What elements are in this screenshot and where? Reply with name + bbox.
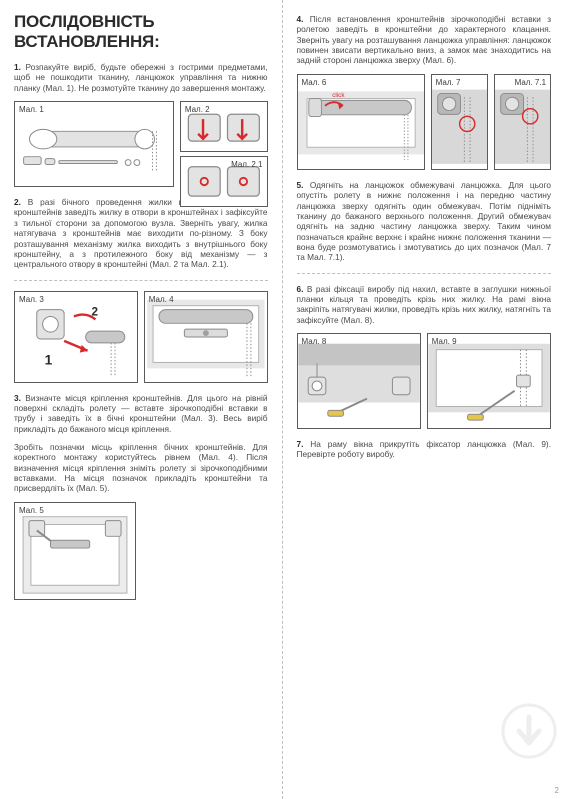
divider [297,273,552,274]
watermark-icon [501,703,557,759]
figure-2: Мал. 2 [180,101,268,152]
figure-5-svg [15,503,135,599]
step-3-text: 3. Визначте місця кріплення кронштейнів.… [14,393,268,434]
figure-4-svg [145,292,267,382]
figure-label: Мал. 7 [436,78,461,87]
figure-label: Мал. 6 [302,78,327,87]
step-6-text: 6. В разі фіксації виробу під нахил, вст… [297,284,552,325]
figure-1-svg [15,102,173,186]
figure-row-4: Мал. 6 click Мал. 7 [297,74,552,170]
left-column: ПОСЛІДОВНІСТЬ ВСТАНОВЛЕННЯ: 1. Розпакуйт… [0,0,283,799]
figure-label: Мал. 8 [302,337,327,346]
page: ПОСЛІДОВНІСТЬ ВСТАНОВЛЕННЯ: 1. Розпакуйт… [0,0,565,799]
step-4-text: 4. Після встановлення кронштейнів зірочк… [297,14,552,66]
figure-row-2: Мал. 3 2 1 Мал. 4 [14,291,268,383]
figure-label: Мал. 5 [19,506,44,515]
figure-label: Мал. 7.1 [515,78,546,87]
figure-3: Мал. 3 2 1 [14,291,138,383]
figure-6: Мал. 6 click [297,74,425,170]
figure-7-svg [432,75,487,169]
figure-label: Мал. 3 [19,295,44,304]
figure-row-1: Мал. 1 Мал. 2 [14,101,268,187]
step-7-text: 7. На раму вікна прикрутіть фіксатор лан… [297,439,552,460]
figure-9-svg [428,334,550,428]
step-5-text: 5. Одягніть на ланцюжок обмежувачі ланцю… [297,180,552,263]
figure-2-1: Мал. 2.1 [180,156,268,207]
figure-7-1: Мал. 7.1 [494,74,551,170]
divider [14,280,268,281]
figure-row-3: Мал. 5 [14,502,268,600]
figure-8-svg [298,334,420,428]
figure-3-svg: 2 1 [15,292,137,382]
figure-4: Мал. 4 [144,291,268,383]
step-2-text: 2. В разі бічного проведення жилки перед… [14,197,268,270]
click-label: click [332,92,345,99]
figure-label: Мал. 2.1 [231,160,262,169]
svg-text:2: 2 [92,305,99,318]
figure-row-5: Мал. 8 Мал. 9 [297,333,552,429]
step-3b-text: Зробіть позначки місць кріплення бічних … [14,442,268,494]
svg-text:1: 1 [45,352,53,367]
step-1-text: 1. Розпакуйте виріб, будьте обережні з г… [14,62,268,93]
figure-1: Мал. 1 [14,101,174,187]
figure-label: Мал. 4 [149,295,174,304]
figure-label: Мал. 9 [432,337,457,346]
figure-6-svg: click [298,75,424,169]
figure-71-svg [495,75,550,169]
figure-8: Мал. 8 [297,333,421,429]
figure-5: Мал. 5 [14,502,136,600]
page-number: 2 [555,786,559,795]
figure-9: Мал. 9 [427,333,551,429]
figure-7: Мал. 7 [431,74,488,170]
figure-label: Мал. 1 [19,105,44,114]
page-title: ПОСЛІДОВНІСТЬ ВСТАНОВЛЕННЯ: [14,12,268,52]
figure-label: Мал. 2 [185,105,210,114]
right-column: 4. Після встановлення кронштейнів зірочк… [283,0,565,799]
